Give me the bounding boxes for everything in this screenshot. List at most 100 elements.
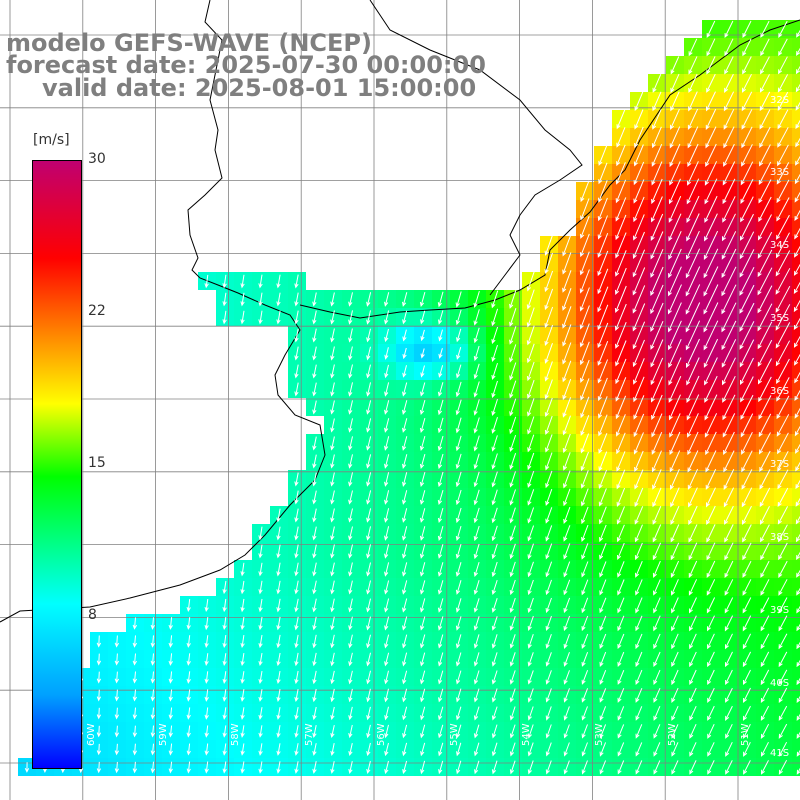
wind-arrow <box>725 705 733 721</box>
wind-arrow <box>759 126 771 149</box>
wind-arrow <box>688 56 698 75</box>
wind-arrow <box>686 394 700 421</box>
wind-arrow <box>651 161 663 186</box>
wind-arrow <box>778 524 788 543</box>
wind-arrow <box>759 487 771 508</box>
wind-arrow <box>366 706 371 721</box>
wind-arrow <box>796 659 800 668</box>
wind-arrow <box>599 543 607 560</box>
wind-arrow <box>778 741 788 757</box>
wind-arrow <box>563 688 570 703</box>
wind-arrow <box>526 307 535 328</box>
wind-arrow <box>222 617 227 631</box>
wind-arrow <box>222 274 227 289</box>
wind-arrow <box>706 38 716 57</box>
wind-arrow <box>741 469 753 490</box>
wind-arrow <box>204 707 209 720</box>
wind-arrow <box>650 249 664 278</box>
wind-arrow <box>777 487 789 508</box>
wind-arrow <box>186 671 191 684</box>
wind-arrow <box>312 706 317 721</box>
wind-arrow <box>724 505 734 525</box>
wind-arrow <box>509 525 516 542</box>
wind-arrow <box>757 321 773 350</box>
wind-arrow <box>562 288 572 311</box>
wind-arrow <box>706 579 716 596</box>
wind-arrow <box>653 760 661 775</box>
wind-arrow <box>527 434 535 453</box>
wind-arrow <box>742 38 752 57</box>
wind-arrow <box>384 508 390 523</box>
wind-arrow <box>491 579 498 595</box>
wind-arrow <box>597 250 609 277</box>
wind-arrow <box>562 397 572 418</box>
wind-arrow <box>222 725 227 738</box>
wind-arrow <box>276 652 281 667</box>
wind-arrow <box>703 248 719 279</box>
wind-arrow <box>632 303 646 332</box>
wind-arrow <box>563 470 571 489</box>
wind-arrow <box>740 357 754 386</box>
wind-arrow <box>794 245 800 258</box>
wind-arrow <box>276 562 281 577</box>
wind-arrow <box>724 597 734 614</box>
wind-arrow <box>294 634 299 649</box>
wind-arrow <box>778 38 788 57</box>
colorbar-tick-30: 30 <box>88 151 106 167</box>
wind-arrow <box>186 635 191 648</box>
wind-arrow <box>420 760 426 775</box>
wind-arrow <box>330 472 335 487</box>
wind-arrow <box>420 742 426 757</box>
wind-arrow <box>420 670 426 685</box>
wind-arrow <box>509 453 517 470</box>
wind-arrow <box>473 688 480 703</box>
wind-arrow <box>686 338 700 369</box>
wind-arrow <box>186 761 191 774</box>
wind-arrow <box>615 340 627 367</box>
wind-arrow <box>258 689 263 702</box>
wind-cell <box>792 488 800 506</box>
wind-arrow <box>724 56 734 75</box>
wind-arrow <box>796 569 800 578</box>
wind-arrow <box>739 302 755 332</box>
wind-arrow <box>240 598 245 613</box>
wind-arrow <box>742 542 752 561</box>
wind-arrow <box>706 524 716 543</box>
wind-arrow <box>563 724 570 739</box>
wind-arrow <box>617 579 625 596</box>
wind-arrow <box>617 633 625 650</box>
wind-arrow <box>794 173 800 185</box>
wind-arrow <box>276 761 281 774</box>
wind-arrow <box>704 413 718 438</box>
wind-arrow <box>650 321 664 350</box>
wind-arrow <box>741 144 753 167</box>
wind-arrow <box>722 196 736 223</box>
wind-arrow <box>795 155 800 166</box>
wind-arrow <box>491 362 498 380</box>
wind-arrow <box>132 725 138 738</box>
wind-arrow <box>742 705 751 721</box>
wind-arrow <box>671 615 679 632</box>
wind-arrow <box>455 616 462 631</box>
wind-arrow <box>527 507 535 524</box>
wind-arrow <box>634 506 644 525</box>
wind-cell <box>792 506 800 524</box>
wind-arrow <box>562 270 572 293</box>
wind-arrow <box>633 376 645 403</box>
wind-arrow <box>703 284 719 315</box>
wind-arrow <box>366 544 371 559</box>
wind-arrow <box>650 213 664 242</box>
wind-arrow <box>312 634 317 649</box>
wind-arrow <box>473 327 480 344</box>
wind-arrow <box>777 144 789 167</box>
wind-arrow <box>688 542 698 561</box>
wind-arrow <box>527 724 534 739</box>
wind-arrow <box>563 597 571 614</box>
wind-arrow <box>240 292 245 307</box>
wind-arrow <box>760 741 769 757</box>
wind-arrow <box>599 651 607 667</box>
wind-arrow <box>384 598 390 613</box>
wind-arrow <box>796 641 800 650</box>
wind-arrow <box>366 724 371 739</box>
